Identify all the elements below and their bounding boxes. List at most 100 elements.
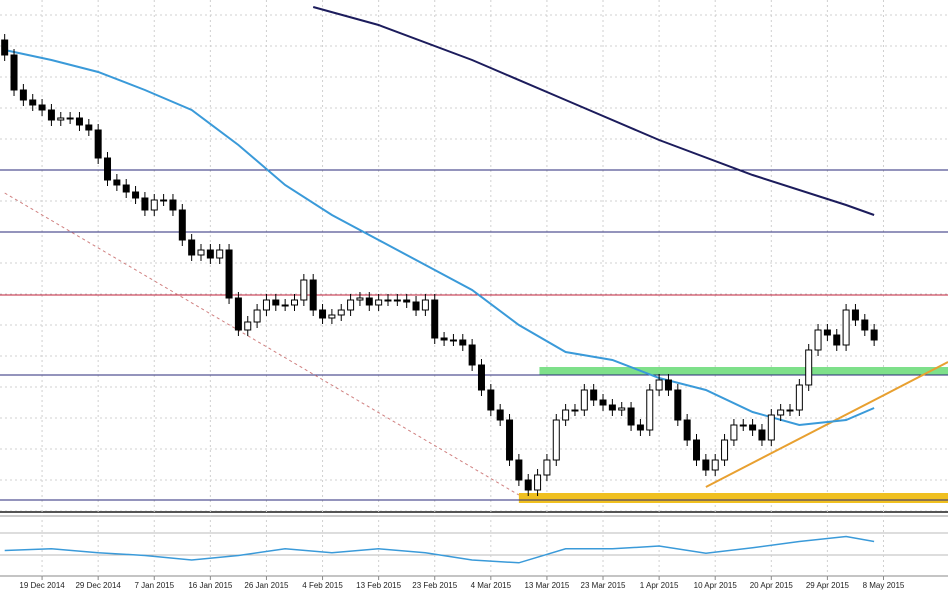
candle-body: [10, 54, 18, 91]
candle-body: [524, 479, 532, 491]
candle-body: [113, 179, 121, 186]
candle-body: [412, 301, 420, 311]
candle-body: [599, 399, 607, 406]
x-tick-label: 1 Apr 2015: [640, 581, 679, 590]
candle-body: [160, 199, 168, 202]
candle-body: [440, 337, 448, 341]
candle-body: [356, 297, 364, 301]
x-tick-label: 4 Feb 2015: [302, 581, 343, 590]
candle-body: [590, 389, 598, 401]
x-tick-label: 19 Dec 2014: [19, 581, 65, 590]
candle-body: [244, 321, 252, 331]
candle-body: [636, 424, 644, 431]
candle-body: [178, 209, 186, 241]
candle-body: [262, 299, 270, 311]
candle-body: [805, 349, 813, 386]
candle-body: [496, 409, 504, 421]
candle-body: [786, 409, 794, 412]
x-tick-label: 16 Jan 2015: [188, 581, 233, 590]
x-tick-label: 13 Mar 2015: [524, 581, 569, 590]
candle-body: [132, 191, 140, 199]
candle-body: [29, 99, 37, 106]
candle-body: [702, 459, 710, 471]
zone: [539, 367, 948, 375]
candle-body: [393, 299, 401, 302]
candle-body: [337, 309, 345, 316]
candle-body: [870, 329, 878, 341]
x-tick-label: 7 Jan 2015: [134, 581, 174, 590]
candle-body: [655, 379, 663, 391]
candle-body: [814, 329, 822, 351]
candle-body: [206, 249, 214, 259]
candle-body: [543, 459, 551, 476]
candle-body: [253, 309, 261, 323]
candle-body: [38, 104, 46, 111]
candle-body: [571, 409, 579, 412]
candle-body: [281, 304, 289, 307]
candle-body: [674, 389, 682, 421]
candle-body: [272, 299, 280, 306]
x-tick-label: 23 Mar 2015: [581, 581, 626, 590]
candle-body: [580, 389, 588, 411]
horizontal-grid: [0, 0, 948, 512]
candle-body: [449, 339, 457, 342]
candle-body: [94, 129, 102, 159]
candle-body: [328, 314, 336, 319]
candle-body: [767, 414, 775, 441]
candle-body: [562, 409, 570, 421]
candle-body: [487, 389, 495, 411]
candle-body: [627, 407, 635, 426]
candle-body: [646, 389, 654, 431]
candle-body: [141, 197, 149, 211]
candle-body: [403, 299, 411, 303]
candle-body: [506, 419, 514, 461]
candle-body: [75, 117, 83, 126]
candle-body: [188, 239, 196, 256]
candle-body: [823, 329, 831, 336]
candle-body: [365, 297, 373, 306]
candle-body: [309, 279, 317, 311]
x-tick-label: 8 May 2015: [863, 581, 905, 590]
candle-body: [795, 384, 803, 411]
candle-body: [515, 459, 523, 481]
candle-body: [104, 157, 112, 181]
zone: [518, 493, 948, 503]
moving-average: [4, 49, 875, 427]
candle-body: [57, 117, 65, 121]
candle-body: [468, 344, 476, 366]
candle-body: [122, 184, 130, 193]
x-tick-label: 26 Jan 2015: [244, 581, 289, 590]
candle-body: [234, 297, 242, 331]
candle-body: [618, 407, 626, 411]
candle-body: [477, 364, 485, 391]
candle-body: [730, 424, 738, 441]
candle-body: [47, 109, 55, 121]
candle-body: [664, 379, 672, 391]
candle-body: [85, 124, 93, 131]
candle-body: [216, 249, 224, 259]
x-tick-label: 29 Apr 2015: [806, 581, 850, 590]
candle-body: [421, 299, 429, 311]
candle-body: [19, 89, 27, 101]
candle-body: [749, 424, 757, 431]
candle-body: [739, 424, 747, 427]
candle-body: [721, 439, 729, 461]
candle-body: [169, 199, 177, 211]
candle-body: [319, 309, 327, 319]
candle-body: [431, 299, 439, 339]
candle-body: [552, 419, 560, 461]
candle-body: [758, 429, 766, 441]
candle-body: [777, 409, 785, 416]
candle-body: [375, 299, 383, 306]
candle-body: [683, 419, 691, 441]
x-tick-label: 29 Dec 2014: [75, 581, 121, 590]
candle-body: [459, 339, 467, 346]
candle-body: [833, 334, 841, 346]
trendline: [705, 361, 948, 488]
candle-body: [851, 309, 859, 321]
candle-body: [608, 404, 616, 411]
candle-body: [861, 319, 869, 331]
candle-body: [534, 474, 542, 491]
